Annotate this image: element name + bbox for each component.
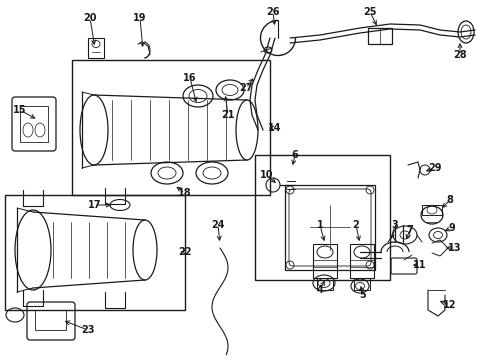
Bar: [422, 205, 442, 215]
Bar: [35, 310, 66, 330]
Bar: [5, 195, 185, 310]
Text: 1: 1: [317, 220, 323, 230]
Text: 5: 5: [360, 290, 367, 300]
Text: 7: 7: [407, 225, 414, 235]
Bar: [255, 155, 390, 280]
Text: 22: 22: [178, 247, 192, 257]
Text: 16: 16: [183, 73, 197, 83]
Bar: [313, 244, 337, 278]
Text: 24: 24: [211, 220, 225, 230]
Text: 2: 2: [353, 220, 359, 230]
Text: 27: 27: [239, 83, 253, 93]
Text: 11: 11: [413, 260, 427, 270]
Bar: [350, 244, 374, 278]
Text: 26: 26: [266, 7, 280, 17]
Bar: [354, 278, 370, 290]
Bar: [368, 28, 392, 44]
Text: 25: 25: [363, 7, 377, 17]
Bar: [88, 38, 104, 58]
Text: 10: 10: [260, 170, 274, 180]
Bar: [317, 278, 333, 290]
Text: 17: 17: [88, 200, 102, 210]
Text: 14: 14: [268, 123, 282, 133]
Text: 21: 21: [221, 110, 235, 120]
Text: 19: 19: [133, 13, 147, 23]
Text: 12: 12: [443, 300, 457, 310]
Text: 23: 23: [81, 325, 95, 335]
Bar: [285, 185, 375, 270]
Bar: [20, 106, 48, 142]
Text: 13: 13: [448, 243, 462, 253]
Text: 9: 9: [449, 223, 455, 233]
Text: 6: 6: [292, 150, 298, 160]
Text: 3: 3: [392, 220, 398, 230]
Text: 28: 28: [453, 50, 467, 60]
Text: 4: 4: [317, 285, 323, 295]
Text: 15: 15: [13, 105, 27, 115]
Text: 20: 20: [83, 13, 97, 23]
Text: 29: 29: [428, 163, 442, 173]
Bar: [72, 60, 270, 195]
Text: 18: 18: [178, 188, 192, 198]
Text: 8: 8: [446, 195, 453, 205]
